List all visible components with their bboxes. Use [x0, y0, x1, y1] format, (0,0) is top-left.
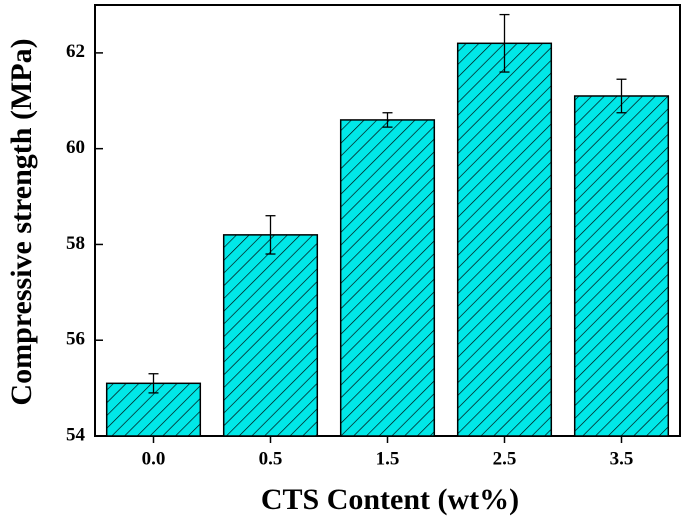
- error-bar: [382, 112, 393, 128]
- x-tick-label: 0.0: [142, 448, 166, 469]
- y-axis-title: Compressive strength (MPa): [5, 38, 38, 405]
- y-tick-label: 62: [66, 41, 85, 62]
- x-tick-label: 0.5: [259, 448, 283, 469]
- y-tick-label: 54: [66, 424, 86, 445]
- y-tick-label: 56: [66, 329, 85, 350]
- error-bar: [265, 215, 276, 255]
- bar: [339, 119, 436, 437]
- bar: [222, 234, 319, 437]
- error-bar: [499, 13, 510, 73]
- x-tick-label: 2.5: [493, 448, 517, 469]
- x-axis-title: CTS Content (wt%): [261, 483, 519, 516]
- bar: [573, 95, 670, 437]
- y-tick-label: 60: [66, 137, 85, 158]
- x-tick-label: 3.5: [610, 448, 634, 469]
- bar: [456, 42, 553, 437]
- error-bar: [148, 373, 159, 394]
- error-bar: [616, 78, 627, 114]
- y-tick-label: 58: [66, 233, 85, 254]
- x-tick-label: 1.5: [376, 448, 400, 469]
